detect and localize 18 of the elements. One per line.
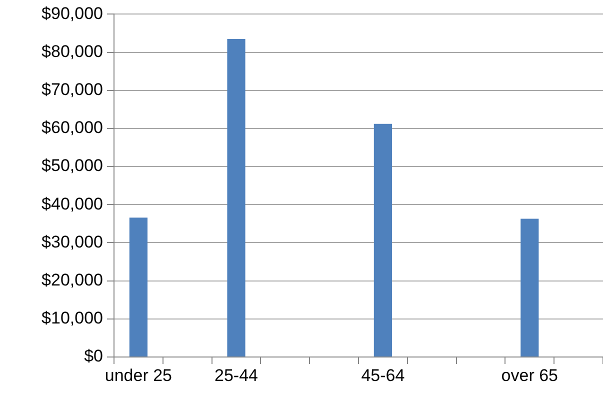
y-tick-label: $80,000 — [42, 42, 103, 61]
bar — [129, 218, 148, 356]
bar — [374, 124, 392, 356]
x-tick-label: 45-64 — [361, 366, 405, 385]
x-tick-label: over 65 — [501, 366, 558, 385]
y-tick-label: $30,000 — [42, 232, 103, 252]
x-tick-label: under 25 — [104, 366, 172, 385]
y-tick-label: $50,000 — [42, 156, 103, 176]
bar — [227, 38, 246, 356]
y-tick-label: $40,000 — [42, 194, 103, 214]
y-tick-label: $20,000 — [42, 270, 103, 290]
x-tick-label: 25-44 — [214, 366, 258, 385]
bar — [520, 218, 539, 356]
y-tick-label: $0 — [84, 346, 103, 366]
y-tick-label: $90,000 — [42, 4, 103, 23]
y-tick-label: $10,000 — [42, 308, 103, 328]
y-tick-label: $70,000 — [42, 80, 103, 100]
y-tick-label: $60,000 — [42, 118, 103, 138]
